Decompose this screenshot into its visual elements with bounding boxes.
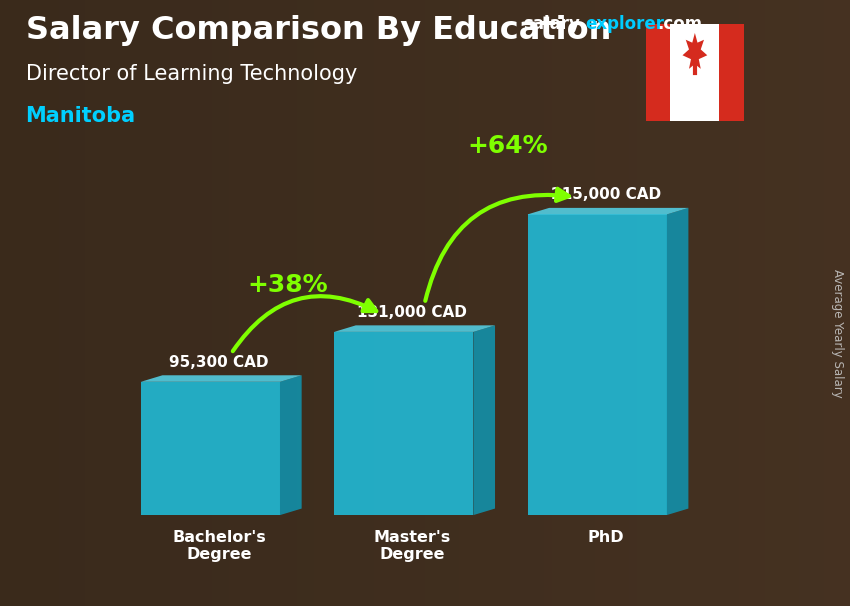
Polygon shape (473, 325, 495, 515)
Polygon shape (334, 332, 473, 515)
Text: salary: salary (523, 15, 580, 33)
Polygon shape (683, 33, 707, 69)
Text: +38%: +38% (247, 273, 328, 298)
Polygon shape (528, 208, 688, 215)
Text: 131,000 CAD: 131,000 CAD (358, 305, 468, 320)
Polygon shape (666, 208, 688, 515)
Text: Salary Comparison By Education: Salary Comparison By Education (26, 15, 611, 46)
Text: Bachelor's
Degree: Bachelor's Degree (173, 530, 266, 562)
Text: Average Yearly Salary: Average Yearly Salary (830, 269, 844, 398)
Text: +64%: +64% (468, 134, 548, 158)
Text: PhD: PhD (587, 530, 624, 545)
Polygon shape (141, 375, 302, 382)
Text: Master's
Degree: Master's Degree (374, 530, 451, 562)
Text: explorer: explorer (585, 15, 664, 33)
Polygon shape (141, 382, 280, 515)
Text: .com: .com (657, 15, 702, 33)
Text: 95,300 CAD: 95,300 CAD (169, 355, 269, 370)
Text: Manitoba: Manitoba (26, 106, 136, 126)
Bar (671, 24, 719, 121)
Polygon shape (528, 215, 666, 515)
Polygon shape (280, 375, 302, 515)
Bar (646, 24, 671, 121)
Text: 215,000 CAD: 215,000 CAD (551, 187, 660, 202)
Bar (719, 24, 744, 121)
Text: Director of Learning Technology: Director of Learning Technology (26, 64, 357, 84)
Polygon shape (334, 325, 495, 332)
